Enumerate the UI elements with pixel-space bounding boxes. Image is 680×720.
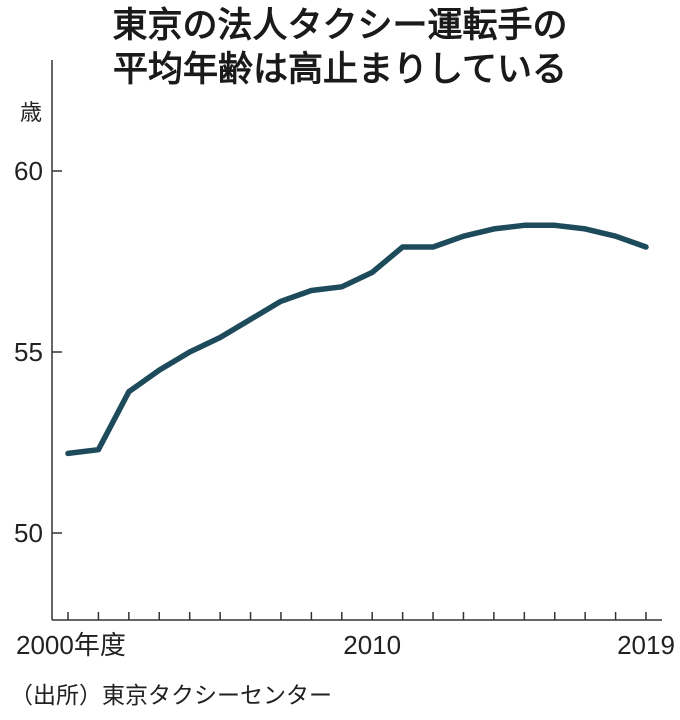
y-tick-label: 60 [14,156,43,186]
y-axis-ticks: 50 55 60 [14,156,62,548]
x-tick-label: 2010 [343,630,401,660]
series-group [65,222,649,457]
chart-title-line-2: 平均年齢は高止まりしている [113,50,567,90]
y-tick-label: 55 [14,337,43,367]
y-axis-unit-label: 歳 [20,101,42,126]
series-line [65,222,649,457]
x-tick-label: 2019 [617,630,675,660]
x-tick-label: 2000年度 [16,630,126,660]
x-axis-ticks: 2000年度 2010 2019 [16,612,675,660]
chart-title-line-1: 東京の法人タクシー運転手の [112,6,568,46]
axes [51,60,662,621]
source-note: （出所）東京タクシーセンター [10,683,332,709]
y-tick-label: 50 [14,518,43,548]
